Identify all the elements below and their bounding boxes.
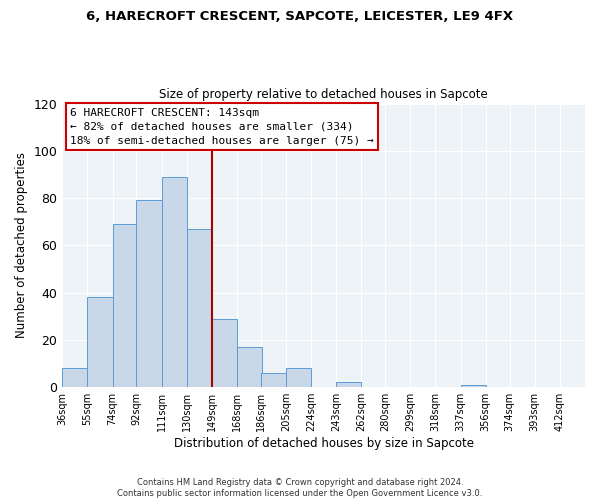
Text: 6 HARECROFT CRESCENT: 143sqm
← 82% of detached houses are smaller (334)
18% of s: 6 HARECROFT CRESCENT: 143sqm ← 82% of de… bbox=[70, 108, 374, 146]
Bar bbox=[261, 373, 286, 387]
Bar bbox=[336, 382, 361, 387]
Bar bbox=[113, 224, 138, 387]
Text: 6, HARECROFT CRESCENT, SAPCOTE, LEICESTER, LE9 4FX: 6, HARECROFT CRESCENT, SAPCOTE, LEICESTE… bbox=[86, 10, 514, 23]
Bar bbox=[62, 368, 88, 387]
X-axis label: Distribution of detached houses by size in Sapcote: Distribution of detached houses by size … bbox=[173, 437, 473, 450]
Bar bbox=[212, 318, 237, 387]
Bar bbox=[461, 385, 486, 387]
Bar bbox=[136, 200, 161, 387]
Bar bbox=[88, 298, 113, 387]
Bar bbox=[161, 177, 187, 387]
Bar bbox=[237, 347, 262, 387]
Text: Contains HM Land Registry data © Crown copyright and database right 2024.
Contai: Contains HM Land Registry data © Crown c… bbox=[118, 478, 482, 498]
Bar bbox=[286, 368, 311, 387]
Y-axis label: Number of detached properties: Number of detached properties bbox=[15, 152, 28, 338]
Title: Size of property relative to detached houses in Sapcote: Size of property relative to detached ho… bbox=[159, 88, 488, 101]
Bar bbox=[187, 229, 212, 387]
